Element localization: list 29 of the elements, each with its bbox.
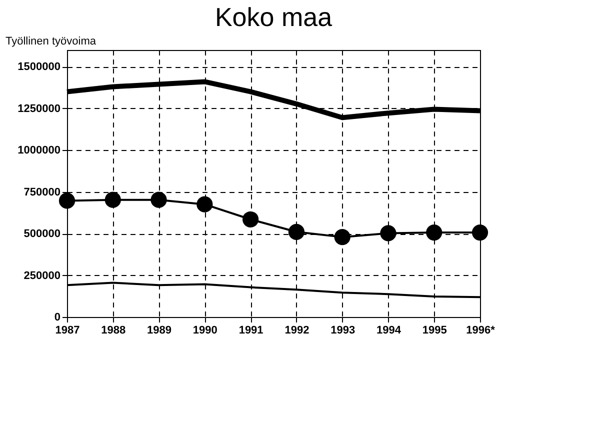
chart-title: Koko maa — [214, 2, 333, 32]
x-tick-label: 1994 — [376, 324, 402, 336]
point — [196, 196, 213, 212]
x-tick-label: 1990 — [192, 324, 218, 336]
y-tick-label: 1250000 — [18, 102, 60, 115]
y-tick-label: 250000 — [24, 270, 60, 282]
point — [380, 225, 396, 242]
x-tick-label: 1988 — [101, 324, 126, 336]
point — [58, 192, 76, 209]
y-tick-label: 750000 — [24, 186, 60, 198]
y-tick-label: 0 — [54, 312, 60, 324]
point — [150, 192, 167, 208]
point — [242, 211, 259, 228]
x-tick-label: 1991 — [238, 324, 264, 336]
y-tick-label: 500000 — [24, 228, 60, 240]
x-tick-label: 1992 — [284, 324, 310, 336]
y-tick-label: 1500000 — [18, 61, 60, 74]
x-tick-label: 1995 — [422, 324, 447, 336]
x-tick-label: 1996* — [466, 324, 496, 336]
point — [288, 224, 305, 240]
x-tick-label: 1987 — [55, 324, 80, 336]
x-tick-label: 1993 — [330, 324, 356, 336]
point — [472, 224, 488, 241]
y-axis-title: Työllinen työvoima — [6, 36, 97, 48]
x-tick-label: 1989 — [147, 324, 172, 336]
point — [104, 192, 121, 208]
point — [426, 224, 442, 241]
point — [334, 229, 350, 246]
y-tick-label: 1000000 — [18, 144, 60, 157]
